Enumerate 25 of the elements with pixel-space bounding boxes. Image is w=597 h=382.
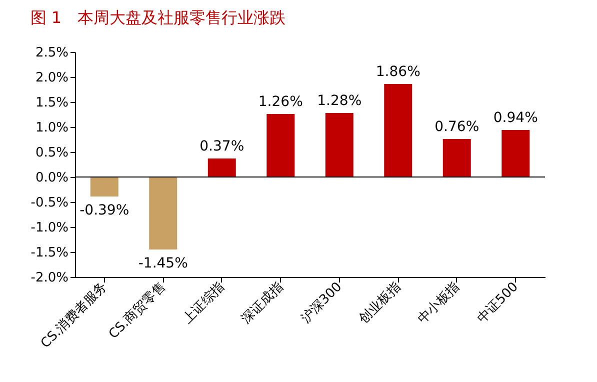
x-tick-label: 深证成指 [238, 280, 286, 327]
chart-title: 图 1 本周大盘及社服零售行业涨跌 [30, 8, 286, 27]
data-label: -0.39% [80, 202, 130, 218]
y-tick-label: 2.0% [35, 70, 68, 86]
data-label: 0.37% [200, 138, 244, 154]
x-tick-label: 沪深300 [298, 278, 346, 326]
y-tick-label: 0.5% [35, 146, 68, 160]
data-label: 0.94% [493, 110, 538, 126]
data-label: 1.86% [376, 64, 420, 80]
x-tick-label: CS.商贸零售 [106, 280, 169, 342]
y-tick-label: 1.0% [35, 120, 68, 136]
y-tick-label: 1.5% [35, 96, 68, 110]
data-label: 1.26% [258, 94, 303, 110]
data-label: -1.45% [138, 256, 188, 272]
y-tick-label: -0.5% [30, 196, 68, 210]
x-tick-label: 中小板指 [415, 280, 463, 327]
data-label: 1.28% [317, 93, 362, 109]
y-tick-label: 0.0% [35, 170, 68, 186]
y-tick-label: -2.0% [30, 270, 68, 286]
data-label: 0.76% [434, 119, 480, 135]
y-tick-label: -1.0% [30, 220, 68, 236]
y-tick-label: -1.5% [30, 246, 68, 260]
y-tick-label: 2.5% [35, 46, 68, 60]
x-tick-label: 上证综指 [180, 280, 228, 327]
x-tick-label: 创业板指 [356, 280, 404, 327]
